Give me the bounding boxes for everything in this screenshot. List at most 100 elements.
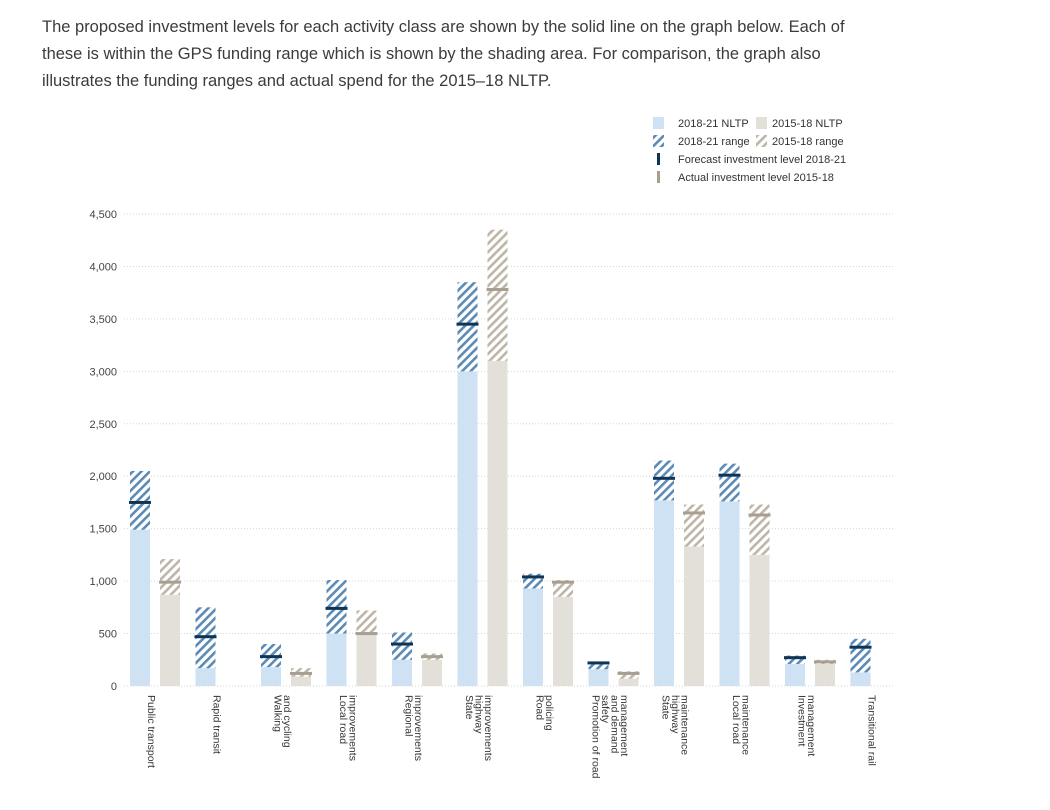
- category-label-line: Investment: [795, 695, 807, 746]
- forecast-line-2018-21: [587, 661, 610, 665]
- bar-2018-21-range: [130, 470, 150, 530]
- actual-line-2015-18: [814, 660, 836, 664]
- y-tick-label: 0: [111, 681, 117, 693]
- category-label-line: and cycling: [281, 695, 293, 748]
- category-label-line: and demand: [608, 695, 620, 754]
- bars: [129, 229, 872, 686]
- bar-2015-18-base: [815, 663, 835, 686]
- y-tick-label: 4,000: [89, 261, 117, 273]
- legend-label-2015-18-nltp: 2015-18 NLTP: [772, 118, 843, 130]
- bar-2018-21-range: [850, 638, 871, 673]
- bar-2018-21-base: [457, 371, 478, 686]
- category-label-line: Local road: [730, 695, 742, 744]
- legend-label-actual: Actual investment level 2015-18: [678, 172, 834, 184]
- bar-2015-18-base: [422, 659, 442, 686]
- legend-swatch-forecast: [657, 153, 660, 165]
- actual-line-2015-18: [552, 580, 574, 584]
- category-label-line: management: [805, 695, 817, 756]
- category-label-line: improvements: [346, 695, 358, 761]
- bar-2018-21-range: [457, 282, 478, 372]
- legend-swatch-actual: [657, 171, 660, 183]
- category-label-line: management: [618, 695, 630, 756]
- forecast-line-2018-21: [653, 476, 675, 480]
- category-label-line: maintenance: [739, 695, 751, 755]
- bar-2018-21-range: [588, 661, 609, 670]
- intro-paragraph: The proposed investment levels for each …: [42, 18, 845, 90]
- y-tick-label: 4,500: [89, 209, 117, 221]
- legend-label-forecast: Forecast investment level 2018-21: [678, 154, 846, 166]
- y-tick-label: 2,500: [89, 419, 117, 431]
- bar-2015-18-base: [356, 633, 377, 686]
- legend-swatch-2015-18-nltp: [756, 117, 767, 129]
- bar-2018-21-base: [523, 588, 543, 686]
- category-label-line: highway: [473, 695, 485, 734]
- category-label-line: Transitional rail: [866, 695, 878, 766]
- category-label-line: Regional: [402, 695, 414, 736]
- legend-label-2018-21-nltp: 2018-21 NLTP: [678, 118, 749, 130]
- forecast-line-2018-21: [325, 606, 348, 610]
- category-label-line: State: [660, 695, 672, 720]
- category-label: Public transport: [145, 695, 157, 768]
- category-label-line: highway: [669, 695, 681, 734]
- bar-2018-21-base: [719, 501, 740, 686]
- bar-2015-18-range: [749, 504, 770, 555]
- bar-2015-18-range: [160, 559, 180, 595]
- bar-2018-21-base: [392, 659, 412, 686]
- y-tick-label: 2,000: [89, 471, 117, 483]
- bar-2015-18-range: [553, 580, 573, 597]
- category-label-line: Walking: [271, 695, 283, 732]
- forecast-line-2018-21: [260, 655, 282, 659]
- bar-2018-21-base: [785, 663, 805, 686]
- y-axis: 4,500 4,000 3,500 3,000 2,500 2,000 1,500 1,000…: [89, 209, 117, 693]
- forecast-line-2018-21: [522, 575, 544, 579]
- bar-2018-21-base: [326, 633, 347, 686]
- bar-2015-18-base: [749, 554, 770, 686]
- actual-line-2015-18: [290, 671, 312, 675]
- bar-2015-18-base: [160, 594, 180, 686]
- category-label-line: improvements: [482, 695, 494, 761]
- bar-2015-18-base: [553, 596, 573, 686]
- x-axis-labels: Public transport Rapid transit Walkingand …: [145, 695, 878, 779]
- category-label: Rapid transit: [211, 695, 223, 754]
- forecast-line-2018-21: [391, 642, 413, 646]
- bar-2018-21-base: [654, 500, 674, 686]
- bar-2018-21-range: [785, 655, 805, 664]
- actual-line-2015-18: [355, 632, 378, 636]
- gridlines: [124, 213, 895, 687]
- bar-2018-21-base: [261, 667, 281, 686]
- y-tick-label: 500: [99, 629, 117, 641]
- bar-2015-18-base: [618, 678, 639, 686]
- legend-swatch-2018-21-range: [653, 135, 664, 147]
- bar-2015-18-base: [487, 360, 508, 686]
- bar-2018-21-base: [850, 672, 871, 686]
- category-label-line: maintenance: [679, 695, 691, 755]
- legend-swatch-2018-21-nltp: [653, 117, 664, 129]
- actual-line-2015-18: [159, 580, 181, 584]
- bar-2018-21-range: [392, 632, 412, 660]
- bar-2015-18-range: [618, 671, 639, 679]
- bar-2018-21-range: [326, 580, 347, 634]
- category-label-line: improvements: [412, 695, 424, 761]
- bar-2015-18-range: [684, 504, 704, 547]
- actual-line-2015-18: [683, 511, 705, 515]
- bar-2018-21-range: [719, 463, 740, 502]
- bar-2015-18-base: [684, 546, 704, 686]
- actual-line-2015-18: [486, 288, 509, 292]
- category-label-line: Public transport: [145, 695, 157, 768]
- category-label-line: Promotion of road: [589, 695, 601, 779]
- bar-2018-21-base: [195, 668, 216, 686]
- forecast-line-2018-21: [129, 500, 151, 504]
- legend-swatch-2015-18-range: [756, 135, 767, 147]
- y-tick-label: 1,500: [89, 524, 117, 536]
- forecast-line-2018-21: [456, 322, 479, 326]
- forecast-line-2018-21: [718, 473, 741, 477]
- y-tick-label: 3,000: [89, 366, 117, 378]
- category-label-line: State: [463, 695, 475, 720]
